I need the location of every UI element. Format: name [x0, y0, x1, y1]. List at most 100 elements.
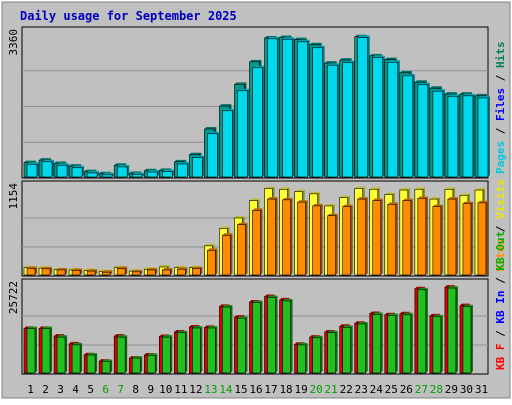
bar-traffic-pages-top [417, 82, 430, 85]
bar-visitors-sites-top [327, 213, 338, 216]
panel-traffic-max-label: 3360 [7, 29, 20, 56]
chart-title: Daily usage for September 2025 [20, 9, 237, 23]
bar-visitors-sites-face [402, 200, 412, 276]
bar-visitors-sites [207, 248, 218, 276]
bar-kbytes-kb-out-face [177, 332, 186, 374]
x-tick-label: 26 [400, 383, 413, 396]
bar-visitors-visits-top [399, 188, 410, 191]
bar-visitors-sites-side [425, 196, 428, 275]
x-tick-label: 18 [279, 383, 292, 396]
bar-traffic-hits-top [474, 93, 487, 96]
bar-visitors-sites-side [245, 222, 248, 275]
bar-visitors-sites [312, 203, 323, 276]
bar-visitors-sites-side [260, 208, 263, 275]
bar-visitors-sites-top [147, 267, 158, 270]
bar-visitors-sites [161, 267, 173, 276]
bar-kbytes-kb-out [116, 335, 128, 374]
bar-kbytes-kb-out [237, 316, 248, 374]
bar-kbytes-kb-out-top [117, 335, 128, 338]
bar-traffic-pages [417, 82, 430, 178]
bar-traffic-pages [402, 73, 415, 178]
bar-visitors-sites-top [132, 269, 143, 272]
bar-traffic-pages-face [282, 38, 293, 178]
bar-visitors-sites-side [110, 270, 113, 275]
bar-kbytes-kb-out-side [365, 321, 368, 373]
bar-traffic-pages-top [42, 159, 55, 162]
bar-traffic-pages-face [237, 90, 248, 178]
bar-kbytes-kb-out-face [312, 337, 321, 374]
bar-kbytes-kb-out-top [102, 359, 113, 362]
bar-traffic-pages-top [267, 36, 280, 39]
bar-traffic-pages [56, 163, 70, 178]
bar-visitors-sites [282, 197, 293, 276]
bar-visitors-sites-top [192, 266, 203, 269]
bar-traffic-pages [477, 95, 490, 178]
x-tick-label: 29 [445, 383, 458, 396]
bar-kbytes-kb-out-face [252, 302, 261, 374]
bar-kbytes-kb-out-side [110, 359, 113, 373]
legend-entry: / [494, 219, 507, 239]
bar-visitors-visits-top [204, 243, 215, 246]
bar-visitors-sites-side [215, 248, 218, 275]
x-tick-label: 28 [430, 383, 443, 396]
bar-visitors-sites [417, 196, 428, 276]
bar-visitors-sites-side [455, 197, 458, 275]
bar-traffic-pages-side [52, 159, 55, 177]
legend-entry: / [494, 324, 507, 344]
bar-kbytes-kb-out [267, 295, 278, 374]
bar-traffic-hits-top [114, 163, 127, 166]
bar-kbytes-kb-out [462, 304, 473, 374]
bar-traffic-pages [71, 165, 85, 178]
bar-kbytes-kb-out [207, 326, 218, 374]
x-tick-label: 21 [325, 383, 338, 396]
bar-traffic-hits-top [24, 160, 36, 163]
bar-kbytes-kb-out-face [402, 314, 412, 374]
bar-kbytes-kb-out-face [267, 297, 276, 374]
x-tick-label: 31 [475, 383, 488, 396]
bar-visitors-sites-face [447, 198, 457, 276]
bar-traffic-pages-face [26, 164, 38, 178]
bar-visitors-visits-top [294, 189, 305, 192]
bar-kbytes-kb-out-top [402, 312, 413, 315]
bar-traffic-pages-side [217, 131, 220, 177]
bar-kbytes-kb-out [86, 353, 98, 374]
x-tick-label: 20 [310, 383, 323, 396]
bar-kbytes-kb-out-side [350, 325, 353, 373]
bar-traffic-pages-side [67, 163, 70, 177]
bar-kbytes-kb-out-face [146, 355, 156, 374]
bar-visitors-visits-top [249, 198, 260, 201]
bar-visitors-sites [86, 269, 98, 276]
bar-kbytes-kb-out-top [297, 342, 308, 345]
bar-traffic-pages-side [277, 36, 280, 178]
bar-visitors-sites-face [267, 198, 276, 276]
bar-traffic-hits-top [369, 53, 382, 56]
bar-kbytes-kb-out [146, 353, 158, 374]
bar-traffic-pages-top [192, 155, 205, 158]
bar-visitors-sites [116, 266, 128, 276]
bar-visitors-visits-top [369, 187, 380, 190]
bar-traffic-pages-top [252, 65, 265, 68]
bar-traffic-pages-top [372, 55, 385, 58]
bar-visitors-sites-top [477, 200, 488, 203]
x-tick-label: 17 [264, 383, 277, 396]
bar-traffic-pages-face [432, 90, 444, 178]
bar-kbytes-kb-out-face [417, 289, 427, 374]
bar-traffic-pages-face [131, 174, 143, 178]
bar-traffic-pages-top [57, 163, 70, 166]
bar-visitors-visits-top [264, 186, 275, 189]
bar-traffic-pages-top [102, 172, 115, 175]
bar-traffic-hits-top [339, 58, 352, 61]
bar-visitors-sites [342, 204, 353, 276]
bar-visitors-sites-face [26, 268, 36, 276]
bar-visitors-sites-top [402, 198, 413, 201]
bar-visitors-visits-top [384, 192, 395, 195]
bar-traffic-pages-side [442, 89, 445, 177]
bar-traffic-pages-face [116, 166, 128, 178]
bar-visitors-sites [447, 197, 458, 276]
bar-visitors-sites [252, 208, 263, 276]
legend-entry: Sites [494, 239, 507, 272]
bar-traffic-hits-top [174, 159, 187, 162]
bar-kbytes-kb-out [372, 312, 383, 374]
bar-visitors-sites-top [372, 198, 383, 201]
